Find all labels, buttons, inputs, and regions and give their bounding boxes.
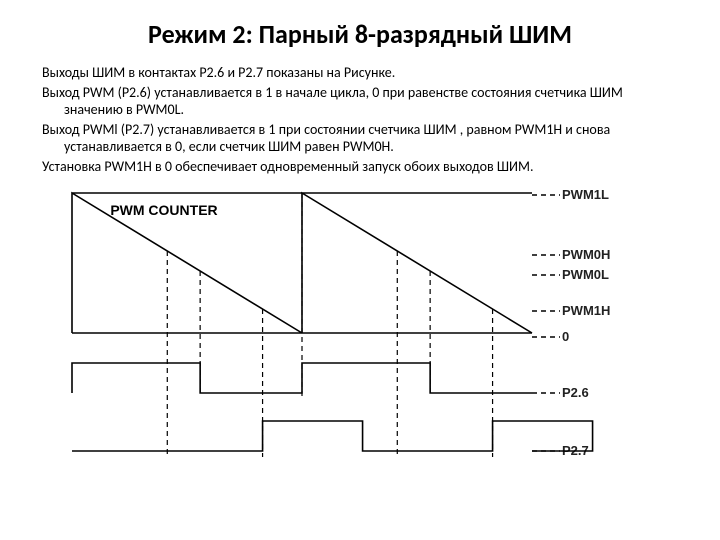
label-0: 0 (562, 329, 569, 344)
label-pwm1l: PWM1L (562, 187, 609, 202)
para-2: Выход PWM (P2.6) устанавливается в 1 в н… (42, 84, 678, 119)
waveform-p26 (72, 363, 532, 393)
para-4: Установка PWM1H в 0 обеспечивает одновре… (42, 158, 678, 176)
label-p26: P2.6 (562, 385, 589, 400)
para-3: Выход PWMl (P2.7) устанавливается в 1 пр… (42, 121, 678, 156)
label-pwm0l: PWM0L (562, 267, 609, 282)
waveform-p27 (72, 421, 593, 451)
timing-diagram: PWM1LPWM0HPWM0LPWM1H0P2.6P2.7PWM COUNTER (62, 183, 678, 483)
para-1: Выходы ШИМ в контактах P2.6 и P2.7 показ… (42, 64, 678, 82)
label-pwm1h: PWM1H (562, 303, 610, 318)
label-pwm0h: PWM0H (562, 247, 610, 262)
page-title: Режим 2: Парный 8-разрядный ШИМ (42, 18, 678, 50)
body-text: Выходы ШИМ в контактах P2.6 и P2.7 показ… (42, 64, 678, 175)
counter-label: PWM COUNTER (110, 202, 217, 218)
